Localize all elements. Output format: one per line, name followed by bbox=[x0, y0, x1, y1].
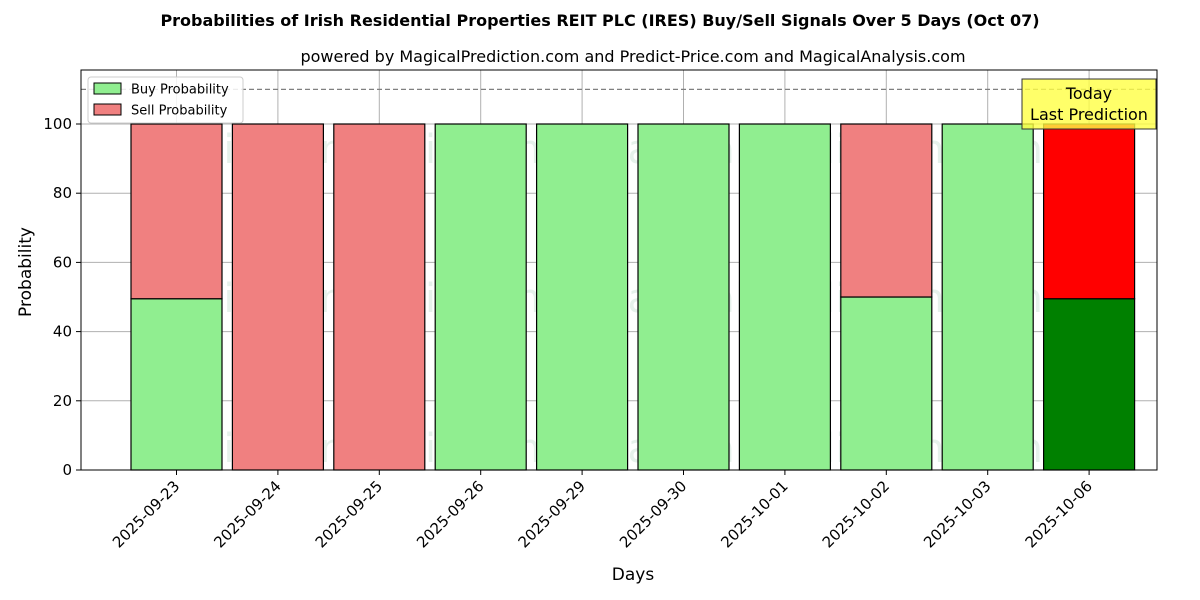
bar-buy bbox=[637, 123, 730, 471]
x-tick-label: 2025-10-06 bbox=[1022, 477, 1096, 551]
annotation-box: Today Last Prediction bbox=[1021, 78, 1157, 130]
x-tick-label: 2025-10-03 bbox=[920, 477, 994, 551]
legend-frame bbox=[87, 76, 244, 124]
y-tick-label: 60 bbox=[53, 253, 72, 271]
x-tick-label: 2025-09-23 bbox=[109, 477, 183, 551]
y-tick-label: 40 bbox=[53, 323, 72, 341]
bar-buy bbox=[738, 123, 832, 471]
bar-buy bbox=[434, 123, 527, 471]
bar-sell bbox=[231, 123, 324, 471]
annotation-text: Today bbox=[1065, 84, 1112, 103]
bar-buy bbox=[130, 298, 223, 471]
annotation-background bbox=[1021, 78, 1157, 130]
x-tick-label: 2025-09-29 bbox=[515, 477, 589, 551]
y-axis: 0 20 40 60 80 100 bbox=[43, 115, 81, 479]
legend: Buy Probability Sell Probability bbox=[87, 76, 244, 124]
x-tick-label: 2025-09-25 bbox=[312, 477, 386, 551]
bar-buy bbox=[535, 123, 629, 471]
legend-label: Sell Probability bbox=[131, 104, 228, 119]
x-tick-label: 2025-09-26 bbox=[413, 477, 487, 551]
bar-sell bbox=[840, 123, 933, 298]
x-axis-label: Days bbox=[612, 565, 655, 585]
y-axis-label: Probability bbox=[16, 227, 36, 317]
chart-title: Probabilities of Irish Residential Prope… bbox=[160, 11, 1039, 30]
y-tick-label: 0 bbox=[62, 461, 72, 479]
bar-sell bbox=[130, 123, 223, 300]
y-tick-label: 20 bbox=[53, 392, 72, 410]
x-axis: 2025-09-23 2025-09-24 2025-09-25 2025-09-26… bbox=[109, 470, 1096, 551]
bars bbox=[130, 123, 1136, 471]
y-tick-label: 100 bbox=[43, 115, 72, 133]
bar-sell bbox=[1042, 123, 1136, 300]
x-tick-label: 2025-10-02 bbox=[819, 477, 893, 551]
bar-sell bbox=[333, 123, 426, 471]
x-tick-label: 2025-09-24 bbox=[210, 477, 284, 551]
bar-buy bbox=[840, 296, 933, 471]
legend-swatch bbox=[93, 103, 122, 116]
bar-buy bbox=[941, 123, 1034, 471]
chart-subtitle: powered by MagicalPrediction.com and Pre… bbox=[300, 47, 965, 66]
legend-swatch bbox=[93, 82, 122, 95]
bar-buy bbox=[1042, 298, 1136, 471]
x-tick-label: 2025-09-30 bbox=[616, 477, 690, 551]
annotation-text: Last Prediction bbox=[1030, 105, 1148, 124]
legend-label: Buy Probability bbox=[131, 83, 229, 98]
x-tick-label: 2025-10-01 bbox=[717, 477, 791, 551]
y-tick-label: 80 bbox=[53, 184, 72, 202]
plot-frame bbox=[80, 69, 1158, 471]
